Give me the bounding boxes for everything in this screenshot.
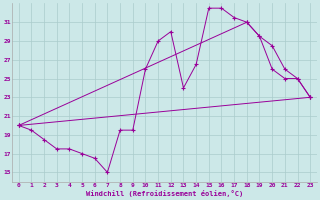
X-axis label: Windchill (Refroidissement éolien,°C): Windchill (Refroidissement éolien,°C) bbox=[86, 190, 243, 197]
